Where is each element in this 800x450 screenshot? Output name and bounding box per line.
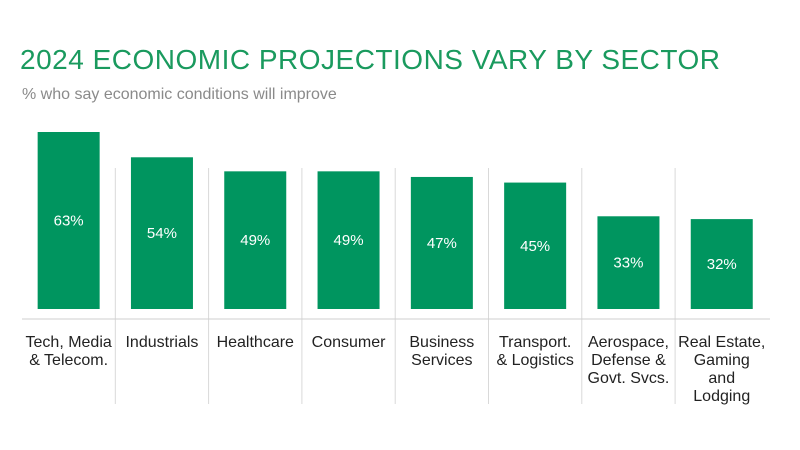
- bar-4: [410, 176, 473, 309]
- category-label: Consumer: [312, 334, 386, 351]
- bar-value-label: 45%: [520, 238, 550, 255]
- bar-value-label: 47%: [427, 235, 457, 252]
- bar-value-label: 63%: [54, 213, 84, 230]
- bar-2: [224, 171, 287, 309]
- bar-value-label: 49%: [334, 232, 364, 249]
- bar-value-label: 49%: [240, 232, 270, 249]
- bar-value-label: 54%: [147, 225, 177, 242]
- bar-1: [130, 157, 193, 309]
- category-label: Tech, Media & Telecom.: [26, 334, 112, 369]
- category-label: Healthcare: [217, 334, 294, 351]
- category-label: Industrials: [125, 334, 198, 351]
- bar-5: [504, 182, 567, 309]
- category-label: Business Services: [409, 334, 474, 369]
- bar-0: [37, 132, 100, 309]
- bar-value-label: 32%: [707, 256, 737, 273]
- bar-3: [317, 171, 380, 309]
- bar-value-label: 33%: [613, 255, 643, 272]
- chart-title: 2024 ECONOMIC PROJECTIONS VARY BY SECTOR: [20, 44, 721, 75]
- chart-subtitle: % who say economic conditions will impro…: [22, 86, 337, 103]
- bar-series: 63% 54% 49% 49% 47% 45% 33% 32%: [37, 132, 753, 309]
- category-label: Aerospace, Defense & Govt. Svcs.: [588, 334, 670, 387]
- category-labels: Tech, Media & Telecom. Industrials Healthca…: [26, 334, 766, 405]
- column-dividers: [114, 168, 676, 404]
- category-label: Real Estate, Gaming and Lodging: [678, 334, 765, 405]
- bar-7: [690, 219, 753, 309]
- bar-6: [597, 216, 660, 309]
- category-label: Transport. & Logistics: [496, 334, 573, 369]
